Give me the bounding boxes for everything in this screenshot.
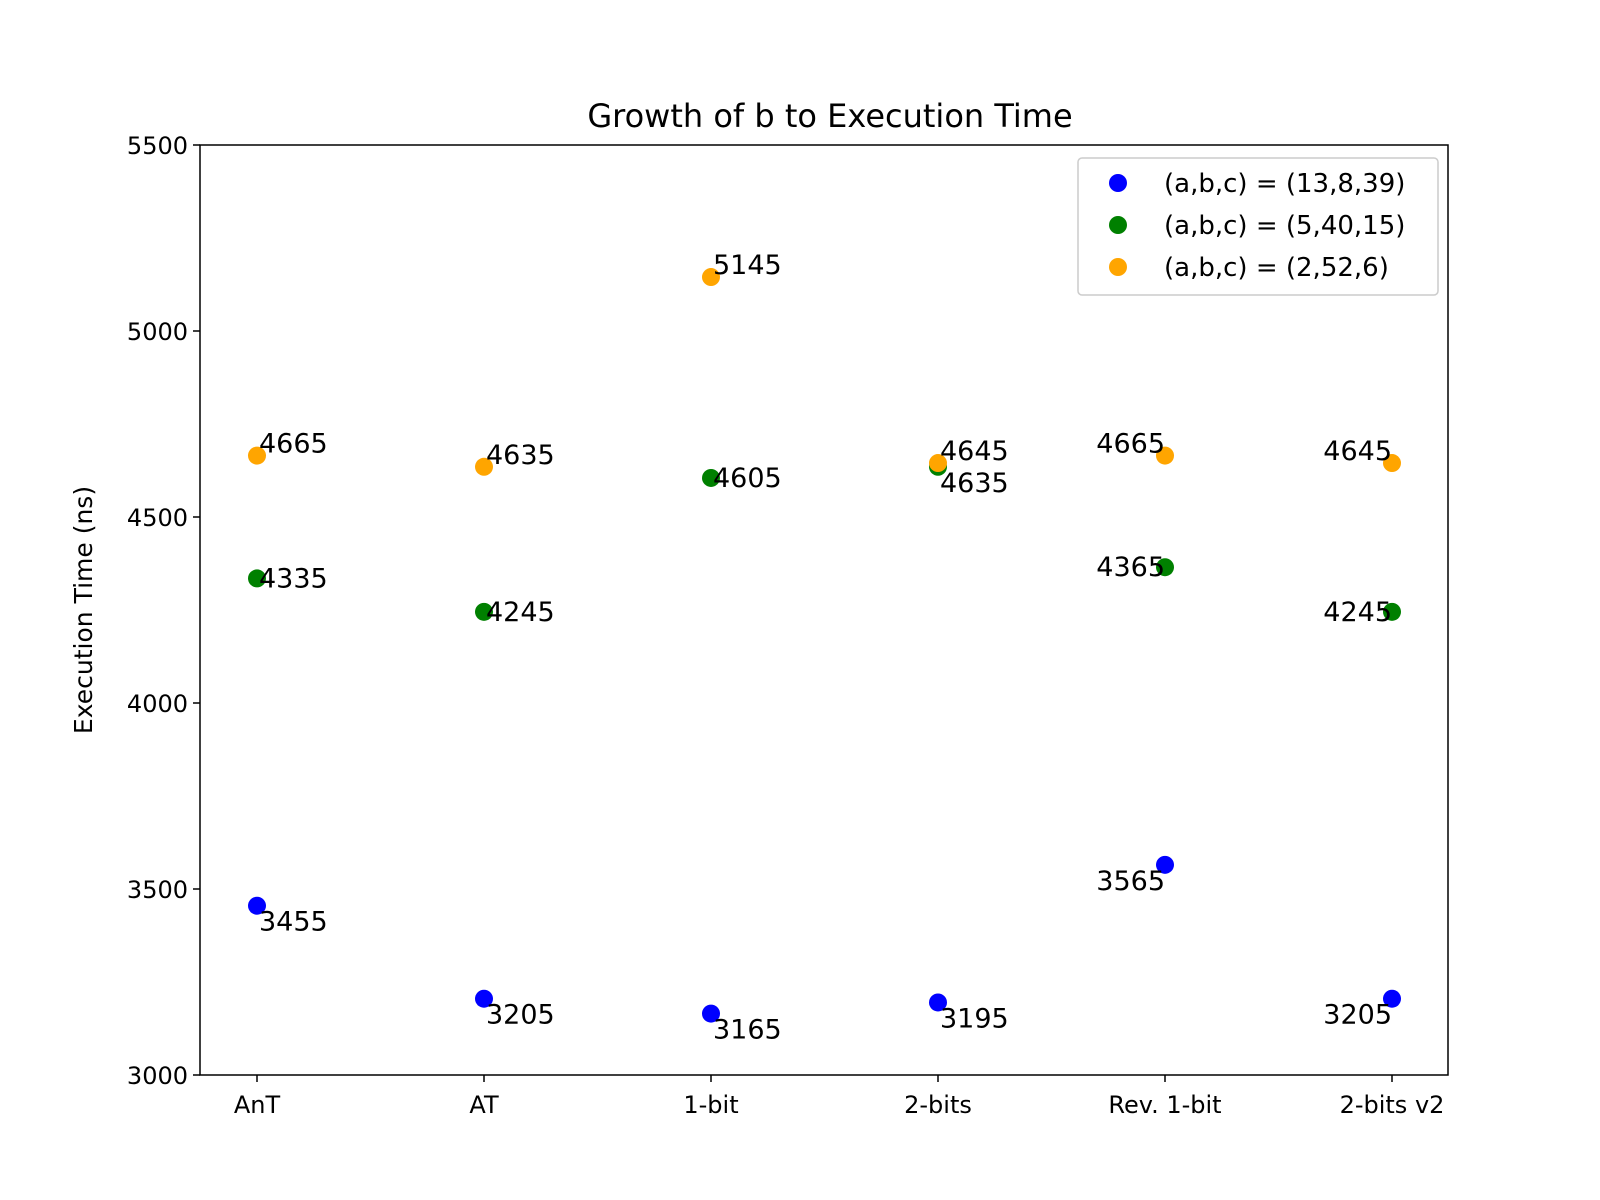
data-point-series-1 (702, 1004, 720, 1023)
y-axis-ticks: 3000 3500 4000 4500 5000 5500 (127, 132, 200, 1090)
data-point-series-2 (1383, 602, 1401, 621)
y-tick-label: 3500 (127, 876, 188, 904)
data-point-series-2 (1156, 558, 1174, 577)
data-label: 3205 (486, 1000, 555, 1031)
data-label: 4245 (1323, 597, 1392, 628)
data-label: 4335 (259, 563, 328, 594)
x-tick-label: AnT (234, 1091, 281, 1119)
y-tick-label: 4000 (127, 690, 188, 718)
data-point-series-3 (475, 457, 493, 476)
legend-marker (1109, 258, 1127, 276)
x-axis-ticks: AnT AT 1-bit 2-bits Rev. 1-bit 2-bits v2 (234, 1075, 1445, 1119)
data-label: 3455 (259, 907, 328, 938)
data-label: 3165 (713, 1015, 782, 1046)
data-label: 4645 (1323, 436, 1392, 467)
x-tick-label: AT (469, 1091, 499, 1119)
data-label: 3205 (1323, 1000, 1392, 1031)
data-point-series-3 (929, 454, 947, 473)
legend-marker (1109, 174, 1127, 192)
data-point-series-3 (1156, 446, 1174, 465)
data-point-series-1 (1156, 855, 1174, 874)
plot-frame (199, 144, 1449, 1076)
legend-entry-label: (a,b,c) = (5,40,15) (1164, 211, 1405, 241)
data-labels: 3455 3205 3165 3195 3565 3205 4335 4245 4605 4635… (259, 250, 1392, 1046)
data-point-series-1 (475, 989, 493, 1008)
legend-marker (1109, 216, 1127, 234)
y-tick-label: 4500 (127, 504, 188, 532)
data-point-series-2 (248, 569, 266, 588)
x-tick-label: Rev. 1-bit (1108, 1091, 1221, 1119)
chart-title: Growth of b to Execution Time (587, 97, 1072, 135)
x-tick-label: 2-bits v2 (1340, 1091, 1445, 1119)
data-point-series-3 (1383, 454, 1401, 473)
legend-entry-label: (a,b,c) = (2,52,6) (1164, 253, 1389, 283)
x-tick-label: 2-bits (904, 1091, 972, 1119)
data-label: 4645 (940, 436, 1009, 467)
data-point-series-3 (248, 446, 266, 465)
x-tick-label: 1-bit (683, 1091, 738, 1119)
legend-box (1077, 157, 1439, 296)
y-tick-label: 5000 (127, 318, 188, 346)
y-tick-label: 5500 (127, 132, 188, 160)
data-point-series-1 (248, 896, 266, 915)
data-point-series-2 (475, 602, 493, 621)
data-label: 3195 (940, 1003, 1009, 1034)
data-label: 4665 (1096, 429, 1165, 460)
data-point-series-1 (1383, 989, 1401, 1008)
data-point-series-3 (702, 268, 720, 287)
data-label: 4605 (713, 463, 782, 494)
data-label: 4665 (259, 429, 328, 460)
legend: (a,b,c) = (13,8,39) (a,b,c) = (5,40,15) (a… (1077, 157, 1439, 296)
data-label: 4365 (1096, 552, 1165, 583)
data-label: 4635 (940, 468, 1009, 499)
data-label: 4635 (486, 440, 555, 471)
y-tick-label: 3000 (127, 1062, 188, 1090)
data-point-series-1 (929, 993, 947, 1012)
data-label: 4245 (486, 597, 555, 628)
legend-entry-label: (a,b,c) = (13,8,39) (1164, 169, 1405, 199)
y-axis-label: Execution Time (ns) (69, 486, 98, 734)
data-label: 3565 (1096, 866, 1165, 897)
data-label: 5145 (713, 250, 782, 281)
data-point-series-2 (702, 468, 720, 487)
data-points (248, 268, 1401, 1023)
